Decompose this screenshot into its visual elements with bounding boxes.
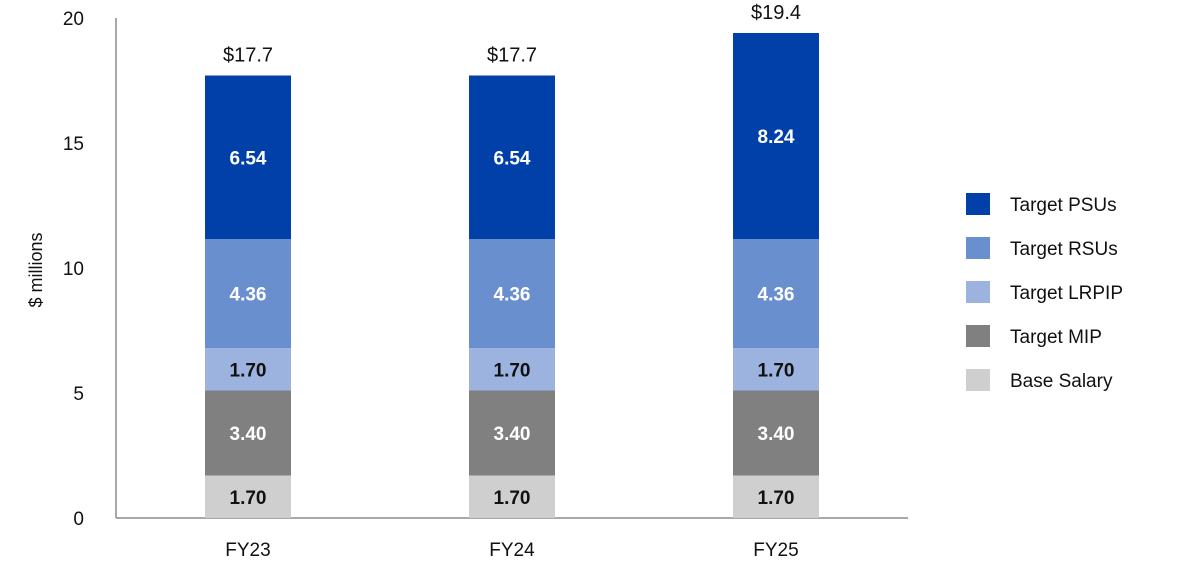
bar-segment-target-mip	[469, 390, 555, 476]
legend-label: Target PSUs	[1010, 195, 1117, 216]
bar-total-label: $19.4	[751, 2, 801, 24]
bar-segment-target-lrpip	[469, 348, 555, 391]
bar-segment-target-lrpip	[205, 348, 291, 391]
data-label-target-mip: 3.40	[230, 424, 267, 445]
bar-segment-target-psus	[469, 75, 555, 239]
x-tick-label: FY24	[489, 540, 535, 561]
legend-item-target-rsus: Target RSUs	[966, 237, 1118, 260]
bar-total-label: $17.7	[487, 45, 537, 67]
bar-segment-target-rsus	[469, 239, 555, 348]
data-label-base-salary: 1.70	[230, 488, 267, 509]
data-label-target-lrpip: 1.70	[758, 360, 795, 381]
y-tick-label: 20	[63, 9, 84, 30]
bar-segment-base-salary	[733, 475, 819, 518]
data-label-target-psus: 8.24	[758, 127, 795, 148]
bar-segment-target-rsus	[205, 239, 291, 348]
data-label-target-rsus: 4.36	[230, 285, 267, 306]
data-label-target-rsus: 4.36	[758, 285, 795, 306]
y-tick-labels: 0 5 10 15 20	[63, 9, 84, 530]
legend-swatch	[966, 193, 990, 215]
bar-segment-target-mip	[205, 390, 291, 476]
y-axis-label: $ millions	[26, 232, 46, 307]
legend: Target PSUs Target RSUs Target LRPIP Target…	[966, 193, 1123, 392]
data-label-target-psus: 6.54	[230, 148, 267, 169]
legend-label: Target MIP	[1010, 327, 1102, 348]
data-label-target-mip: 3.40	[758, 424, 795, 445]
legend-item-target-lrpip: Target LRPIP	[966, 281, 1123, 304]
data-label-base-salary: 1.70	[494, 488, 531, 509]
data-label-base-salary: 1.70	[758, 488, 795, 509]
bar-segment-base-salary	[205, 475, 291, 518]
legend-swatch	[966, 237, 990, 259]
bar-segment-target-psus	[205, 75, 291, 239]
y-tick-label: 15	[63, 134, 84, 155]
legend-label: Base Salary	[1010, 371, 1113, 392]
x-tick-label: FY25	[753, 540, 798, 561]
bar-segment-target-mip	[733, 390, 819, 476]
data-label-target-psus: 6.54	[494, 148, 531, 169]
legend-swatch	[966, 325, 990, 347]
bar-segment-target-lrpip	[733, 348, 819, 391]
bar-segment-base-salary	[469, 475, 555, 518]
bar-stack-fy25: 1.70 3.40 1.70 4.36 8.24 $19.4	[733, 2, 819, 518]
bar-stacks: 1.70 3.40 1.70 4.36 6.54 $17.7 1.70 3.40 1.70 4.3…	[205, 2, 819, 518]
data-label-target-lrpip: 1.70	[494, 360, 531, 381]
legend-label: Target RSUs	[1010, 239, 1118, 260]
bar-segment-target-psus	[733, 33, 819, 239]
x-category-labels: FY23 FY24 FY25	[225, 540, 798, 561]
y-tick-label: 5	[73, 384, 84, 405]
legend-swatch	[966, 281, 990, 303]
legend-item-target-psus: Target PSUs	[966, 193, 1117, 216]
bar-stack-fy24: 1.70 3.40 1.70 4.36 6.54 $17.7	[469, 45, 555, 518]
x-tick-label: FY23	[225, 540, 270, 561]
data-label-target-rsus: 4.36	[494, 285, 531, 306]
legend-item-base-salary: Base Salary	[966, 369, 1113, 392]
legend-label: Target LRPIP	[1010, 283, 1123, 304]
legend-swatch	[966, 369, 990, 391]
data-label-target-mip: 3.40	[494, 424, 531, 445]
bar-stack-fy23: 1.70 3.40 1.70 4.36 6.54 $17.7	[205, 45, 291, 518]
y-tick-label: 10	[63, 259, 84, 280]
bar-total-label: $17.7	[223, 45, 273, 67]
data-label-target-lrpip: 1.70	[230, 360, 267, 381]
bar-segment-target-rsus	[733, 239, 819, 348]
y-tick-label: 0	[73, 509, 84, 530]
legend-item-target-mip: Target MIP	[966, 325, 1102, 348]
